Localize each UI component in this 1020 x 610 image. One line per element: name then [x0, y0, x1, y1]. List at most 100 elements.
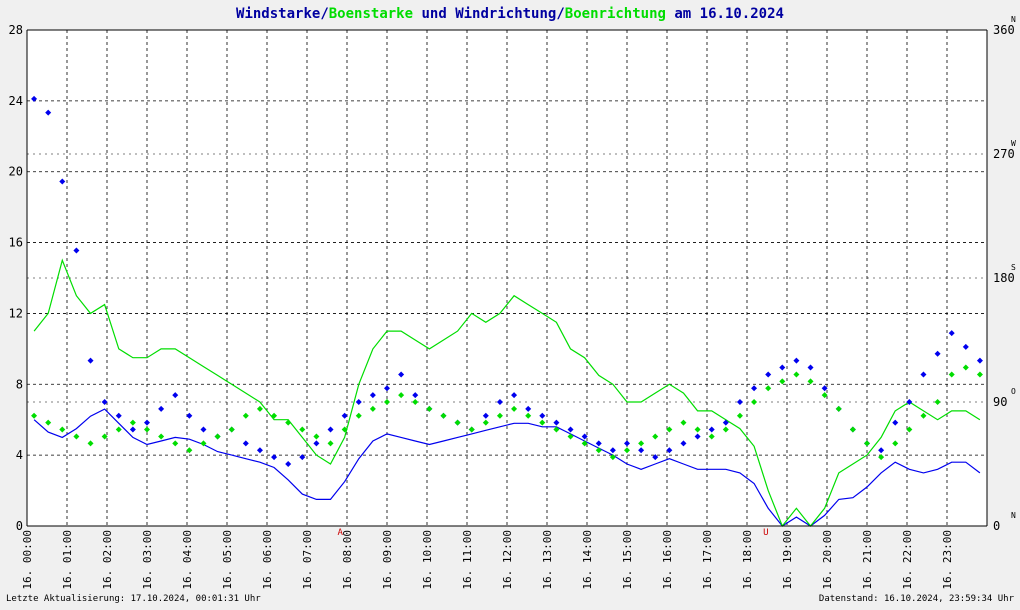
- direction-point: [158, 405, 165, 412]
- x-tick-label: 16. 22:00: [901, 530, 914, 590]
- y-right-tick-label: 90: [993, 395, 1007, 409]
- direction-point: [454, 419, 461, 426]
- y-right-tick-label: 0: [993, 519, 1000, 533]
- x-tick-label: 16. 17:00: [701, 530, 714, 590]
- direction-point: [242, 440, 249, 447]
- direction-point: [581, 433, 588, 440]
- direction-point: [313, 440, 320, 447]
- x-tick-label: 16. 02:00: [101, 530, 114, 590]
- direction-point: [920, 412, 927, 419]
- direction-point: [864, 440, 870, 447]
- direction-point: [821, 385, 828, 392]
- direction-point: [765, 385, 772, 392]
- direction-point: [384, 385, 390, 392]
- direction-point: [271, 412, 278, 419]
- direction-point: [793, 371, 800, 378]
- direction-point: [976, 371, 983, 378]
- direction-point: [115, 426, 122, 433]
- direction-point: [186, 447, 193, 454]
- y-left-tick-label: 20: [9, 165, 23, 179]
- x-tick-label: 16. 15:00: [621, 530, 634, 590]
- direction-point: [807, 364, 814, 371]
- series-layer: [31, 95, 983, 528]
- y-axis-left-labels: 0 4 8 12 16 20 24 28: [9, 23, 23, 533]
- direction-point: [327, 426, 334, 433]
- direction-point: [299, 426, 306, 433]
- direction-point: [666, 426, 673, 433]
- direction-point: [934, 350, 941, 357]
- direction-point: [567, 433, 574, 440]
- direction-point: [398, 392, 405, 399]
- direction-point: [355, 399, 362, 405]
- direction-point: [779, 378, 786, 385]
- title-separator: /: [556, 6, 564, 22]
- direction-point: [948, 371, 955, 378]
- direction-point: [962, 343, 969, 350]
- x-tick-label: 16. 13:00: [541, 530, 554, 590]
- direction-point: [666, 447, 673, 454]
- direction-point: [708, 433, 715, 440]
- series-boenrichtung: [31, 364, 983, 461]
- y-left-tick-label: 4: [16, 448, 23, 462]
- direction-point: [341, 426, 348, 433]
- direction-point: [327, 440, 334, 447]
- direction-point: [59, 426, 66, 433]
- direction-point: [906, 426, 913, 433]
- direction-point: [285, 461, 292, 467]
- direction-point: [751, 385, 758, 392]
- direction-point: [482, 419, 489, 426]
- compass-direction-label: W: [1011, 139, 1016, 148]
- y-right-tick-label: 360: [993, 23, 1015, 37]
- direction-point: [609, 454, 616, 461]
- series-windstarke: [33, 408, 981, 527]
- x-tick-label: 16. 04:00: [181, 530, 194, 590]
- direction-point: [793, 357, 800, 364]
- direction-point: [722, 426, 729, 433]
- direction-point: [835, 405, 842, 412]
- footer-last-update: Letzte Aktualisierung: 17.10.2024, 00:01…: [6, 594, 261, 604]
- direction-point: [736, 412, 743, 419]
- direction-point: [256, 447, 263, 454]
- direction-point: [144, 426, 150, 433]
- direction-point: [878, 454, 885, 461]
- direction-point: [652, 454, 659, 461]
- direction-point: [341, 412, 348, 419]
- chart-title: Windstarke/Boenstarke und Windrichtung/B…: [236, 6, 784, 22]
- event-marker-label: U: [763, 528, 768, 538]
- x-tick-label: 16. 09:00: [381, 530, 394, 590]
- direction-point: [708, 426, 715, 433]
- compass-direction-label: N: [1011, 15, 1016, 24]
- y-left-tick-label: 8: [16, 377, 23, 391]
- x-tick-label: 16. 19:00: [781, 530, 794, 590]
- direction-point: [567, 426, 574, 433]
- direction-point: [595, 440, 602, 447]
- direction-point: [976, 357, 983, 364]
- y-left-tick-label: 0: [16, 519, 23, 533]
- direction-point: [609, 447, 616, 454]
- footer-data-status: Datenstand: 16.10.2024, 23:59:34 Uhr: [819, 594, 1015, 604]
- title-date: am 16.10.2024: [666, 6, 784, 22]
- direction-point: [539, 412, 546, 419]
- direction-point: [553, 426, 560, 433]
- direction-point: [892, 419, 899, 426]
- x-tick-label: 16. 05:00: [221, 530, 234, 590]
- direction-point: [680, 419, 687, 426]
- compass-direction-label: S: [1011, 263, 1016, 272]
- compass-direction-label: O: [1011, 387, 1016, 396]
- x-axis-labels: 16. 00:00 16. 01:00 16. 02:00 16. 03:00 16. …: [21, 530, 954, 590]
- direction-point: [624, 440, 630, 447]
- direction-point: [553, 419, 560, 426]
- x-tick-label: 16. 10:00: [421, 530, 434, 590]
- direction-point: [694, 426, 701, 433]
- direction-point: [87, 357, 94, 364]
- direction-point: [468, 426, 475, 433]
- x-tick-label: 16. 16:00: [661, 530, 674, 590]
- y-right-tick-label: 270: [993, 147, 1015, 161]
- direction-point: [496, 399, 503, 405]
- direction-point: [144, 419, 150, 426]
- direction-point: [369, 392, 376, 399]
- direction-point: [172, 440, 179, 447]
- direction-point: [962, 364, 969, 371]
